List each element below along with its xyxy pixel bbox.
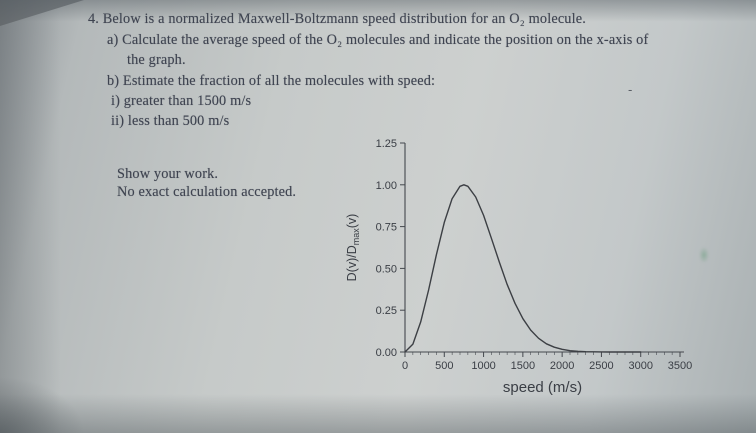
distribution-curve bbox=[404, 184, 642, 353]
x-tick-label: 3500 bbox=[668, 360, 692, 372]
chart: 0.00 0.25 0.50 0.75 1.00 1.25 0 500 1000 1500 2000… bbox=[298, 128, 738, 428]
question-part-b: b) Estimate the fraction of all the mole… bbox=[107, 73, 436, 89]
y-tick-label: 1.00 bbox=[376, 180, 397, 192]
note-no-exact: No exact calculation accepted. bbox=[117, 184, 297, 200]
x-tick-label: 2000 bbox=[550, 360, 574, 372]
y-tick-label: 0.50 bbox=[376, 263, 397, 275]
question-part-a-cont: the graph. bbox=[127, 52, 186, 68]
x-tick-label: 2500 bbox=[589, 360, 613, 372]
photo-corner-shadow bbox=[0, 0, 84, 26]
y-axis-label: D(v)/Dmax(v) bbox=[345, 214, 361, 282]
x-tick-label: 1000 bbox=[471, 360, 495, 372]
axes bbox=[404, 143, 684, 353]
question-intro: 4. Below is a normalized Maxwell-Boltzma… bbox=[88, 11, 586, 27]
stray-pen-mark: - bbox=[628, 82, 633, 97]
photo-smudge bbox=[699, 247, 709, 263]
x-tick-label: 500 bbox=[435, 360, 453, 372]
question-part-a: a) Calculate the average speed of the O₂… bbox=[107, 32, 649, 48]
y-tick-label: 0.00 bbox=[376, 347, 397, 359]
question-b-ii: ii) less than 500 m/s bbox=[111, 113, 230, 129]
x-tick-label: 1500 bbox=[511, 360, 535, 372]
note-show-work: Show your work. bbox=[117, 166, 219, 182]
y-tick-label: 0.75 bbox=[376, 222, 397, 234]
y-tick-label: 0.25 bbox=[376, 305, 397, 317]
x-tick-label: 3000 bbox=[628, 360, 652, 372]
x-axis-label: speed (m/s) bbox=[503, 379, 582, 396]
x-tick-label: 0 bbox=[402, 360, 408, 372]
maxwell-boltzmann-plot: 0.00 0.25 0.50 0.75 1.00 1.25 0 500 1000 1500 2000… bbox=[345, 138, 692, 396]
y-tick-label: 1.25 bbox=[376, 138, 397, 150]
question-b-i: i) greater than 1500 m/s bbox=[111, 93, 252, 109]
